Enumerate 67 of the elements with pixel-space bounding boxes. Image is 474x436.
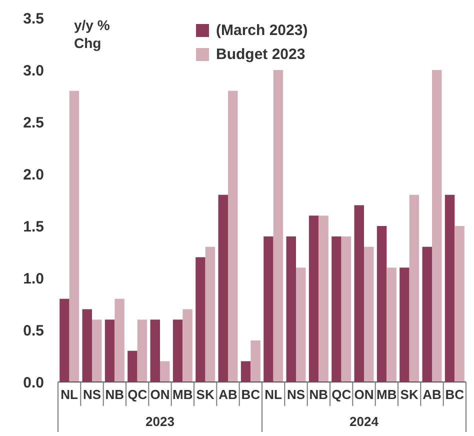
y-axis-title: y/y % Chg — [74, 17, 110, 51]
bar — [250, 340, 260, 382]
bar — [296, 268, 306, 382]
x-tick-label: AB — [422, 387, 442, 402]
y-tick-label: 0.5 — [23, 322, 44, 340]
x-tick-label: NS — [82, 387, 102, 402]
bar — [432, 70, 442, 382]
x-tick-label: QC — [128, 387, 148, 402]
bar — [60, 298, 70, 382]
y-tick-label: 2.0 — [23, 166, 44, 184]
bar — [240, 361, 251, 382]
bar — [92, 320, 102, 382]
bar — [196, 257, 206, 382]
bar — [364, 246, 374, 382]
x-tick-label: QC — [332, 387, 352, 402]
bar — [182, 309, 192, 382]
y-tick-label: 3.5 — [23, 10, 44, 28]
y-tick-label: 0.0 — [23, 374, 44, 392]
legend-label: (March 2023) — [216, 22, 308, 39]
bar — [444, 194, 455, 382]
bar — [228, 90, 238, 382]
bar — [386, 268, 396, 382]
x-tick-label: BC — [241, 387, 261, 402]
bar — [82, 309, 92, 382]
bar — [273, 70, 284, 382]
bar — [454, 226, 464, 382]
y-tick-label: 1.5 — [23, 218, 44, 236]
bar — [218, 194, 228, 382]
bar — [409, 194, 420, 382]
bar — [308, 216, 319, 382]
x-tick-label: BC — [445, 387, 465, 402]
bar — [264, 236, 274, 382]
bar — [376, 226, 387, 382]
bar — [114, 298, 124, 382]
bar — [160, 361, 170, 382]
x-tick-label: SK — [400, 387, 419, 402]
bar — [128, 350, 138, 382]
x-tick-label: ON — [150, 387, 170, 402]
x-tick-label: NS — [286, 387, 306, 402]
x-tick-label: SK — [196, 387, 215, 402]
x-tick-label: NL — [264, 387, 282, 402]
x-tick-label: NB — [105, 387, 124, 402]
bar — [354, 205, 364, 382]
bar — [341, 236, 352, 382]
x-tick-label: AB — [218, 387, 238, 402]
bar — [104, 320, 115, 382]
bar — [400, 268, 410, 382]
y-tick-label: 1.0 — [23, 270, 44, 288]
bar — [422, 246, 432, 382]
bar — [137, 320, 148, 382]
x-tick-label: NL — [60, 387, 78, 402]
x-tick-label: NB — [309, 387, 328, 402]
bar — [172, 320, 183, 382]
text: 2023 — [146, 414, 174, 429]
bar — [205, 246, 216, 382]
bar — [332, 236, 342, 382]
bar — [318, 216, 328, 382]
bar — [69, 90, 80, 382]
bar — [286, 236, 296, 382]
x-tick-label: MB — [376, 387, 397, 402]
y-tick-label: 2.5 — [23, 114, 44, 132]
bar — [150, 320, 160, 382]
x-tick-label: MB — [172, 387, 193, 402]
text: 2024 — [350, 414, 380, 429]
y-tick-label: 3.0 — [23, 62, 44, 80]
legend-label: Budget 2023 — [216, 46, 306, 63]
x-tick-label: ON — [354, 387, 374, 402]
